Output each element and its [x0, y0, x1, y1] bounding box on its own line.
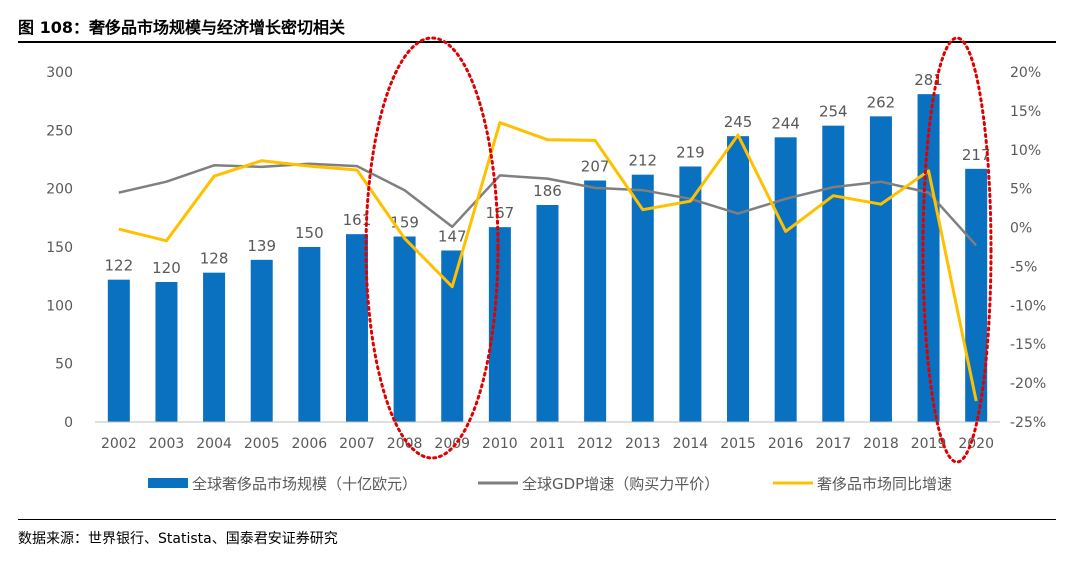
bar-label: 186 — [533, 182, 562, 200]
bar — [345, 234, 368, 422]
bar-label: 254 — [819, 103, 848, 121]
bar-label: 161 — [343, 211, 372, 229]
bottom-rule — [18, 519, 1056, 520]
legend: 全球奢侈品市场规模（十亿欧元） 全球GDP增速（购买力平价） 奢侈品市场同比增速 — [148, 475, 952, 493]
legend-label: 全球奢侈品市场规模（十亿欧元） — [192, 475, 417, 493]
x-tick-label: 2014 — [673, 436, 709, 452]
top-rule — [18, 41, 1056, 43]
line-series — [118, 121, 978, 402]
bar-series — [107, 94, 988, 423]
bar — [727, 136, 750, 422]
bar-label: 139 — [247, 237, 276, 255]
bar — [584, 180, 607, 422]
x-tick-label: 2004 — [196, 436, 232, 452]
bar-label: 167 — [486, 204, 515, 222]
bar — [155, 282, 178, 422]
x-tick-label: 2015 — [720, 436, 756, 452]
bar — [441, 250, 464, 422]
bar — [965, 168, 988, 422]
y-left-tick-label: 100 — [46, 298, 73, 314]
x-tick-label: 2012 — [577, 436, 613, 452]
x-tick-label: 2011 — [530, 436, 566, 452]
gdp-growth-line — [118, 162, 978, 247]
source-note: 数据来源：世界银行、Statista、国泰君安证券研究 — [18, 531, 338, 547]
x-tick-label: 2018 — [863, 436, 899, 452]
bar — [250, 259, 273, 422]
bar — [869, 116, 892, 422]
bar-label: 128 — [200, 250, 229, 268]
figure-title: 图 108：奢侈品市场规模与经济增长密切相关 — [18, 18, 345, 37]
x-tick-label: 2010 — [482, 436, 518, 452]
highlight-ellipse-2008-2009 — [364, 36, 500, 460]
x-tick-label: 2009 — [434, 436, 470, 452]
axes: 0 50 100 150 200 250 300 -25% -20% -15% -10% -5% 0% 5… — [46, 65, 1046, 452]
bar-label: 120 — [152, 259, 181, 277]
y-left-tick-label: 0 — [64, 415, 73, 431]
legend-label: 奢侈品市场同比增速 — [817, 475, 952, 493]
bar-label: 219 — [676, 144, 705, 162]
x-tick-label: 2019 — [911, 436, 947, 452]
x-tick-label: 2005 — [244, 436, 280, 452]
bar-label: 207 — [581, 158, 610, 176]
x-tick-label: 2017 — [815, 436, 851, 452]
y-right-tick-label: -25% — [1010, 415, 1046, 431]
bar — [774, 137, 797, 423]
bar-label: 150 — [295, 224, 324, 242]
bar-label: 122 — [104, 257, 133, 275]
y-right-tick-label: 10% — [1010, 143, 1041, 159]
x-tick-label: 2002 — [101, 436, 137, 452]
y-right-tick-label: -15% — [1010, 337, 1046, 353]
x-tick-label: 2003 — [149, 436, 185, 452]
highlight-ellipse-2019-2020 — [921, 36, 993, 464]
bar-label: 244 — [771, 114, 800, 132]
y-right-tick-label: 0% — [1010, 221, 1032, 237]
bar — [488, 227, 511, 422]
bar-label: 245 — [724, 113, 753, 131]
bar — [631, 174, 654, 422]
legend-swatch-bar — [148, 478, 188, 488]
y-right-tick-label: 15% — [1010, 104, 1041, 120]
bar — [298, 247, 321, 422]
bar-label: 262 — [867, 93, 896, 111]
bar — [536, 205, 559, 422]
bar — [203, 272, 226, 422]
y-right-tick-label: -10% — [1010, 298, 1046, 314]
bar-label: 147 — [438, 228, 467, 246]
bar — [393, 236, 416, 422]
x-tick-label: 2020 — [958, 436, 994, 452]
legend-label: 全球GDP增速（购买力平价） — [522, 475, 719, 493]
y-right-tick-label: -20% — [1010, 376, 1046, 392]
y-left-tick-label: 300 — [46, 65, 73, 81]
bar — [107, 279, 130, 422]
x-tick-label: 2006 — [292, 436, 328, 452]
y-right-tick-label: 20% — [1010, 65, 1041, 81]
y-left-tick-label: 200 — [46, 182, 73, 198]
y-left-tick-label: 50 — [55, 357, 73, 373]
bar-label: 217 — [962, 146, 991, 164]
y-left-tick-label: 150 — [46, 240, 73, 256]
x-tick-label: 2013 — [625, 436, 661, 452]
bar — [822, 125, 845, 423]
y-right-tick-label: 5% — [1010, 182, 1032, 198]
x-tick-label: 2007 — [339, 436, 375, 452]
bar — [679, 166, 702, 422]
luxury-growth-line — [118, 121, 978, 402]
x-tick-label: 2016 — [768, 436, 804, 452]
y-left-tick-label: 250 — [46, 123, 73, 139]
bar-label: 212 — [628, 152, 657, 170]
annotations — [364, 36, 993, 464]
bar-label: 281 — [914, 71, 943, 89]
y-right-tick-label: -5% — [1010, 259, 1037, 275]
